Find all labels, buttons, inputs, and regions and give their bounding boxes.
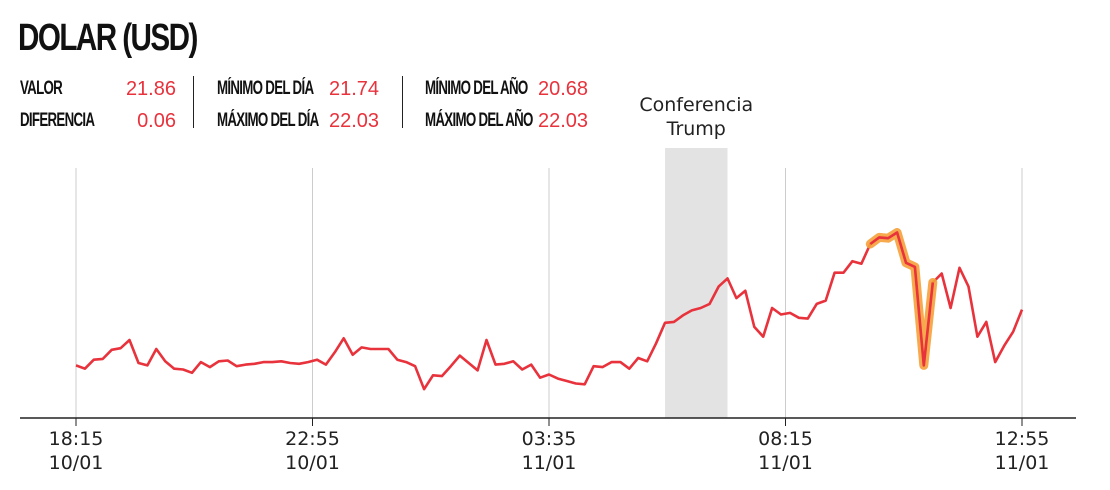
max-anio-label: MÁXIMO DEL AÑO xyxy=(425,110,533,131)
stats-divider-2 xyxy=(402,76,403,128)
highlight-glow xyxy=(865,228,938,370)
x-tick-label-date-1: 10/01 xyxy=(285,452,340,474)
x-tick-label-time-2: 03:35 xyxy=(522,428,577,450)
annotation-label-1: Trump xyxy=(666,118,726,140)
x-tick-label-date-2: 11/01 xyxy=(522,452,577,474)
stats-divider-1 xyxy=(193,76,194,128)
x-tick-label-time-0: 18:15 xyxy=(49,428,104,450)
x-tick-label-time-4: 12:55 xyxy=(995,428,1050,450)
min-dia-value: 21.74 xyxy=(329,78,380,100)
min-anio-value: 20.68 xyxy=(538,78,589,100)
valor-label: VALOR xyxy=(20,78,63,99)
x-tick-label-time-1: 22:55 xyxy=(285,428,340,450)
x-tick-label-date-4: 11/01 xyxy=(995,452,1050,474)
annotation-label-0: Conferencia xyxy=(639,94,753,116)
min-dia-label: MÍNIMO DEL DÍA xyxy=(217,78,314,99)
max-dia-value: 22.03 xyxy=(329,110,380,132)
annotation-band xyxy=(665,148,728,418)
x-tick-label-date-0: 10/01 xyxy=(49,452,104,474)
diferencia-value: 0.06 xyxy=(137,110,176,132)
max-anio-value: 22.03 xyxy=(538,110,589,132)
diferencia-label: DIFERENCIA xyxy=(20,110,95,131)
min-anio-label: MÍNIMO DEL AÑO xyxy=(425,78,528,99)
valor-value: 21.86 xyxy=(125,78,176,100)
highlight-line xyxy=(869,231,935,367)
max-dia-label: MÁXIMO DEL DÍA xyxy=(217,110,319,131)
x-tick-label-time-3: 08:15 xyxy=(758,428,813,450)
x-tick-label-date-3: 11/01 xyxy=(758,452,813,474)
series-line-usd xyxy=(75,231,1024,391)
page-title: DOLAR (USD) xyxy=(18,17,198,59)
